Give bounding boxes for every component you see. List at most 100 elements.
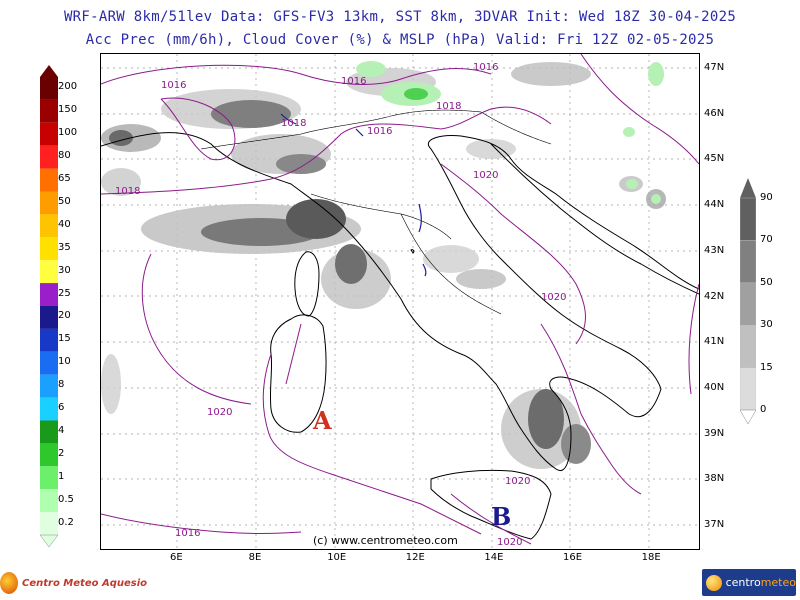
precip-scale-step (40, 420, 58, 444)
precip-scale-step (40, 191, 58, 215)
latitude-label: 37N (704, 519, 725, 530)
precip-scale-step (40, 328, 58, 352)
precip-scale-label: 20 (58, 310, 71, 322)
latitude-label: 40N (704, 381, 725, 393)
isobar-label: 1016 (473, 62, 498, 73)
borders (200, 109, 552, 315)
precip-scale-step (40, 512, 58, 535)
longitude-label: 6E (170, 552, 183, 563)
cloud-scale-label: 90 (760, 192, 773, 203)
cloud-scale-step (740, 324, 756, 368)
centrometeo-logo-text: centrometeo (725, 576, 796, 589)
precip-scale-label: 150 (58, 104, 78, 116)
precip-scale-step (40, 283, 58, 306)
precip-scale-label: 25 (58, 287, 71, 299)
graticule (101, 54, 699, 549)
forecast-map: 1016 1016 1016 1018 1018 1018 1016 1020 … (100, 53, 700, 550)
header-line-2: Acc Prec (mm/6h), Cloud Cover (%) & MSLP… (85, 32, 715, 48)
isobar-label: 1018 (115, 186, 140, 197)
latitude-label: 47N (704, 62, 725, 73)
precip-scale-label: 15 (58, 333, 71, 345)
coastline (101, 132, 699, 540)
cloud-scale-step (740, 282, 756, 326)
isobar-label: 1016 (175, 528, 200, 539)
precip-scale-label: 8 (58, 379, 65, 391)
latitude-label: 44N (704, 199, 725, 211)
logo-text: Centro Meteo Aquesio (22, 577, 147, 589)
high-pressure-label: A (313, 406, 332, 435)
precip-scale-label: 10 (58, 356, 71, 368)
precip-scale-step (40, 397, 58, 421)
precip-scale-bar (40, 65, 58, 547)
longitude-label: 18E (641, 552, 661, 563)
copyright-credit: (c) www.centrometeo.com (313, 534, 458, 547)
precip-scale-label: 1 (58, 470, 65, 482)
latitude-label: 41N (704, 336, 725, 348)
longitude-label: 14E (484, 552, 504, 563)
precip-scale-label: 65 (58, 173, 71, 185)
latitude-label: 39N (704, 427, 725, 439)
precip-scale-label: 40 (58, 218, 71, 230)
precip-scale-step (40, 168, 58, 192)
isobar-label: 1016 (367, 126, 392, 137)
isobar-label: 1020 (497, 537, 522, 548)
longitude-label: 8E (248, 552, 262, 563)
lakes (280, 113, 427, 277)
cloud-scale-label: 50 (760, 276, 773, 288)
globe-icon (706, 574, 722, 591)
cloud-scale-label: 70 (760, 234, 773, 246)
precip-scale-label: 80 (58, 150, 71, 162)
isobar-label: 1020 (473, 170, 498, 181)
precip-scale-label: 30 (58, 264, 71, 276)
longitude-label: 12E (405, 552, 425, 563)
isobar-label: 1018 (436, 101, 461, 112)
cloud-scale-bar (740, 178, 756, 424)
precip-scale-step (40, 122, 58, 146)
cloud-scale-bottom-arrow (740, 409, 756, 424)
precip-scale-label: 4 (58, 424, 65, 436)
isobar-label: 1016 (341, 76, 366, 87)
precip-scale-label: 0.2 (58, 516, 74, 528)
precip-scale-top-arrow (40, 65, 58, 77)
precip-scale-step (40, 214, 58, 238)
cloud-cover (101, 62, 666, 469)
precip-scale-step (40, 77, 58, 100)
latitude-label: 43N (704, 244, 725, 256)
cloud-scale-label: 0 (760, 404, 767, 415)
isobar-label: 1018 (281, 118, 306, 129)
precip-scale-label: 200 (58, 81, 78, 93)
isobars (101, 54, 699, 545)
isobar-label: 1020 (505, 476, 530, 487)
longitude-label: 10E (327, 552, 347, 563)
sun-logo-icon (0, 572, 18, 594)
precip-scale-step (40, 237, 58, 261)
precip-scale-label: 6 (58, 402, 65, 414)
longitude-label: 16E (563, 552, 583, 563)
latitude-label: 38N (704, 473, 725, 485)
precip-scale-label: 100 (58, 127, 78, 139)
isobar-label: 1020 (541, 292, 566, 303)
centro-meteo-aquesio-logo[interactable]: Centro Meteo Aquesio (0, 568, 147, 598)
precip-core (404, 88, 428, 100)
precip-scale-step (40, 489, 58, 513)
cloud-scale-step (740, 240, 756, 284)
header-line-1: WRF-ARW 8km/51lev Data: GFS-FV3 13km, SS… (63, 9, 737, 25)
precip-scale-step (40, 306, 58, 329)
precip-scale-label: 50 (58, 195, 71, 207)
isobar-label: 1020 (207, 407, 232, 418)
precip-scale-step (40, 351, 58, 375)
low-pressure-label: B (491, 502, 512, 531)
precip-scale-step (40, 145, 58, 169)
latitude-label: 46N (704, 107, 725, 119)
precip-scale-step (40, 99, 58, 123)
cloud-scale-label: 15 (760, 361, 773, 373)
precip-scale-step (40, 466, 58, 490)
isobar-labels: 1016 1016 1016 1018 1018 1018 1016 1020 … (115, 62, 566, 548)
centrometeo-logo[interactable]: centrometeo (702, 569, 796, 596)
isobar-label: 1016 (161, 80, 186, 91)
precip-scale-label: 0.5 (58, 493, 74, 505)
cloud-scale-top-arrow (740, 178, 756, 198)
latitude-label: 42N (704, 290, 725, 302)
map-canvas: 1016 1016 1016 1018 1018 1018 1016 1020 … (101, 54, 699, 549)
precip-scale-bottom-arrow (40, 534, 58, 547)
